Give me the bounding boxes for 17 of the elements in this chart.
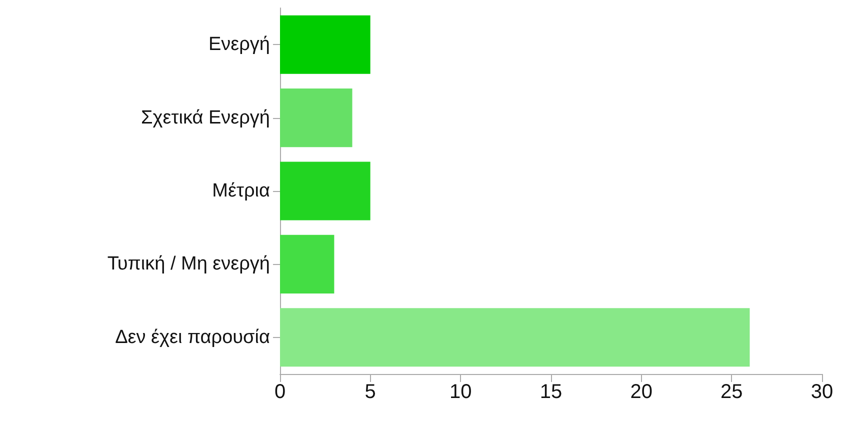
bar (280, 234, 334, 294)
x-tick-label: 15 (540, 381, 562, 403)
x-tick-label: 5 (364, 381, 376, 403)
bar (280, 88, 352, 148)
x-tick-label: 20 (630, 381, 652, 403)
x-tick-label: 25 (720, 381, 743, 403)
y-tick-label: Ενεργή (208, 34, 270, 56)
bar (280, 308, 750, 367)
y-tick-label: Μέτρια (212, 180, 270, 202)
x-tick-label: 0 (274, 381, 286, 403)
y-tick-label: Τυπική / Μη ενεργή (107, 254, 270, 275)
x-tick-label: 10 (450, 381, 472, 403)
bar (280, 162, 370, 220)
x-tick-label: 30 (810, 381, 834, 403)
y-tick-label: Δεν έχει παρουσία (115, 326, 270, 348)
bar (280, 15, 370, 74)
y-tick-label: Σχετικά Ενεργή (141, 107, 270, 128)
